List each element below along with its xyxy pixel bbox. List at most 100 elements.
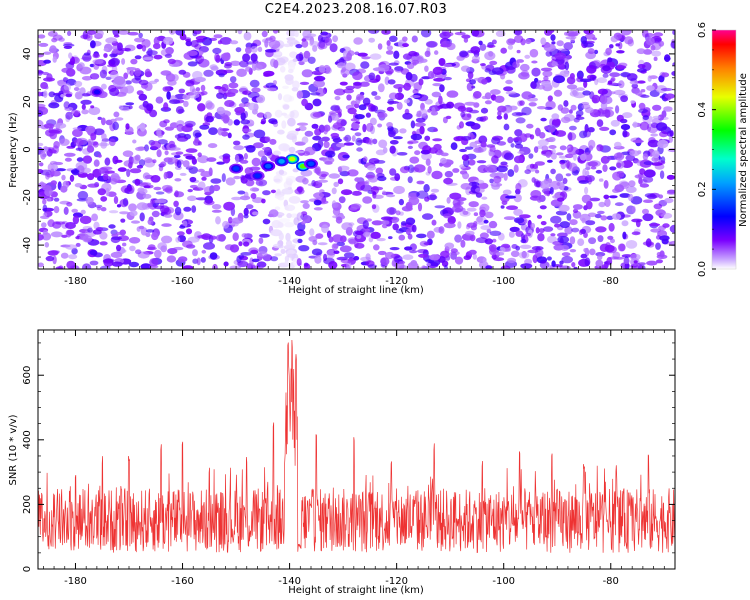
- heatmap-cell: [166, 91, 171, 100]
- heatmap-cell: [541, 145, 549, 152]
- heatmap-cell: [155, 198, 167, 204]
- heatmap-cell: [298, 125, 307, 132]
- heatmap-cell: [584, 186, 589, 195]
- heatmap-cell: [346, 94, 352, 101]
- heatmap-cell: [424, 196, 430, 202]
- heatmap-cell: [552, 118, 561, 126]
- heatmap-cell: [431, 219, 437, 226]
- heatmap-cell: [117, 167, 127, 172]
- heatmap-cell: [386, 106, 395, 112]
- heatmap-cell: [621, 160, 633, 169]
- heatmap-cell: [216, 161, 225, 165]
- heatmap-cell: [354, 51, 360, 56]
- heatmap-cell: [405, 72, 413, 81]
- heatmap-cell: [220, 115, 231, 122]
- heatmap-cell: [51, 250, 60, 254]
- snr-y-axis-label: SNR (10 * v/v): [8, 414, 19, 485]
- heatmap-cell: [580, 153, 587, 161]
- heatmap-cell: [481, 78, 488, 85]
- heatmap-cell: [450, 142, 458, 151]
- heatmap-cell: [531, 246, 544, 251]
- heatmap-cell: [469, 79, 476, 85]
- heatmap-cell: [447, 216, 456, 225]
- heatmap-cell: [82, 30, 88, 40]
- heatmap-cell: [134, 178, 141, 186]
- heatmap-cell: [81, 93, 91, 97]
- heatmap-cell: [93, 159, 100, 167]
- heatmap-cell: [550, 168, 556, 175]
- heatmap-cell: [225, 177, 236, 186]
- heatmap-cell: [215, 234, 227, 242]
- heatmap-cell: [121, 58, 126, 65]
- heatmap-cell: [618, 80, 625, 89]
- heatmap-cell: [117, 30, 130, 35]
- heatmap-cell: [619, 243, 626, 252]
- heatmap-cell: [503, 123, 510, 131]
- heatmap-cell: [325, 150, 336, 158]
- heatmap-cell: [352, 71, 363, 81]
- snr-x-axis-label: Height of straight line (km): [288, 585, 424, 596]
- heatmap-cell: [638, 108, 648, 114]
- heatmap-cell: [302, 214, 311, 223]
- heatmap-cell: [115, 231, 124, 236]
- heatmap-cell: [120, 218, 126, 223]
- heatmap-cell: [221, 52, 231, 62]
- heatmap-cell: [175, 236, 181, 243]
- heatmap-cell: [658, 194, 664, 199]
- heatmap-cell: [397, 87, 403, 93]
- heatmap-cell: [480, 107, 489, 114]
- heatmap-cell: [323, 141, 330, 149]
- heatmap-panel: -180 -160 -140 -120 -100 -80 -40 -20 0 20 40 Heigh…: [8, 29, 676, 296]
- heatmap-cell: [589, 197, 601, 202]
- heatmap-cell: [324, 161, 333, 165]
- heatmap-cell: [462, 173, 469, 177]
- heatmap-cell: [282, 94, 293, 103]
- heatmap-cell: [109, 87, 120, 97]
- heatmap-cell: [424, 135, 431, 141]
- heatmap-cell: [128, 261, 140, 268]
- heatmap-cell: [103, 47, 109, 52]
- heatmap-cell: [454, 234, 462, 243]
- heatmap-cell: [550, 34, 556, 41]
- heatmap-cell: [621, 151, 633, 156]
- heatmap-cell: [557, 197, 565, 202]
- heatmap-cell: [147, 218, 154, 225]
- heatmap-cell: [279, 66, 286, 73]
- heatmap-cell: [201, 176, 207, 181]
- heatmap-cell: [393, 136, 403, 140]
- heatmap-cell: [509, 226, 520, 232]
- heatmap-hotspot-core: [94, 90, 100, 94]
- heatmap-cell: [572, 208, 579, 214]
- heatmap-cell: [378, 64, 390, 72]
- heatmap-cell: [440, 157, 447, 164]
- heatmap-cell: [101, 83, 107, 90]
- y-tick-label: 40: [22, 48, 33, 61]
- heatmap-cell: [464, 146, 474, 150]
- heatmap-cell: [43, 59, 51, 64]
- heatmap-cell: [540, 221, 547, 226]
- heatmap-cell: [63, 152, 76, 157]
- heatmap-cell: [516, 59, 524, 63]
- snr-frame: [37, 329, 676, 570]
- heatmap-cell: [605, 47, 612, 56]
- heatmap-cell: [462, 210, 469, 215]
- heatmap-cell: [61, 67, 71, 73]
- heatmap-cell: [217, 40, 223, 45]
- heatmap-cell: [198, 58, 210, 68]
- heatmap-cell: [540, 37, 547, 46]
- heatmap-cell: [446, 90, 459, 98]
- heatmap-cell: [566, 76, 576, 85]
- heatmap-cell: [164, 150, 169, 156]
- heatmap-cell: [153, 43, 161, 50]
- heatmap-cell: [666, 174, 675, 180]
- heatmap-hotspot-core: [266, 164, 271, 168]
- heatmap-hotspot-core: [300, 164, 306, 168]
- heatmap-cell: [320, 31, 329, 36]
- heatmap-cell: [344, 134, 352, 142]
- heatmap-cell: [539, 261, 550, 269]
- heatmap-cell: [514, 35, 524, 43]
- colorbar-tick-label: 0.2: [697, 181, 708, 197]
- heatmap-cell: [507, 257, 517, 264]
- heatmap-cell: [185, 155, 196, 160]
- heatmap-cell: [151, 232, 159, 241]
